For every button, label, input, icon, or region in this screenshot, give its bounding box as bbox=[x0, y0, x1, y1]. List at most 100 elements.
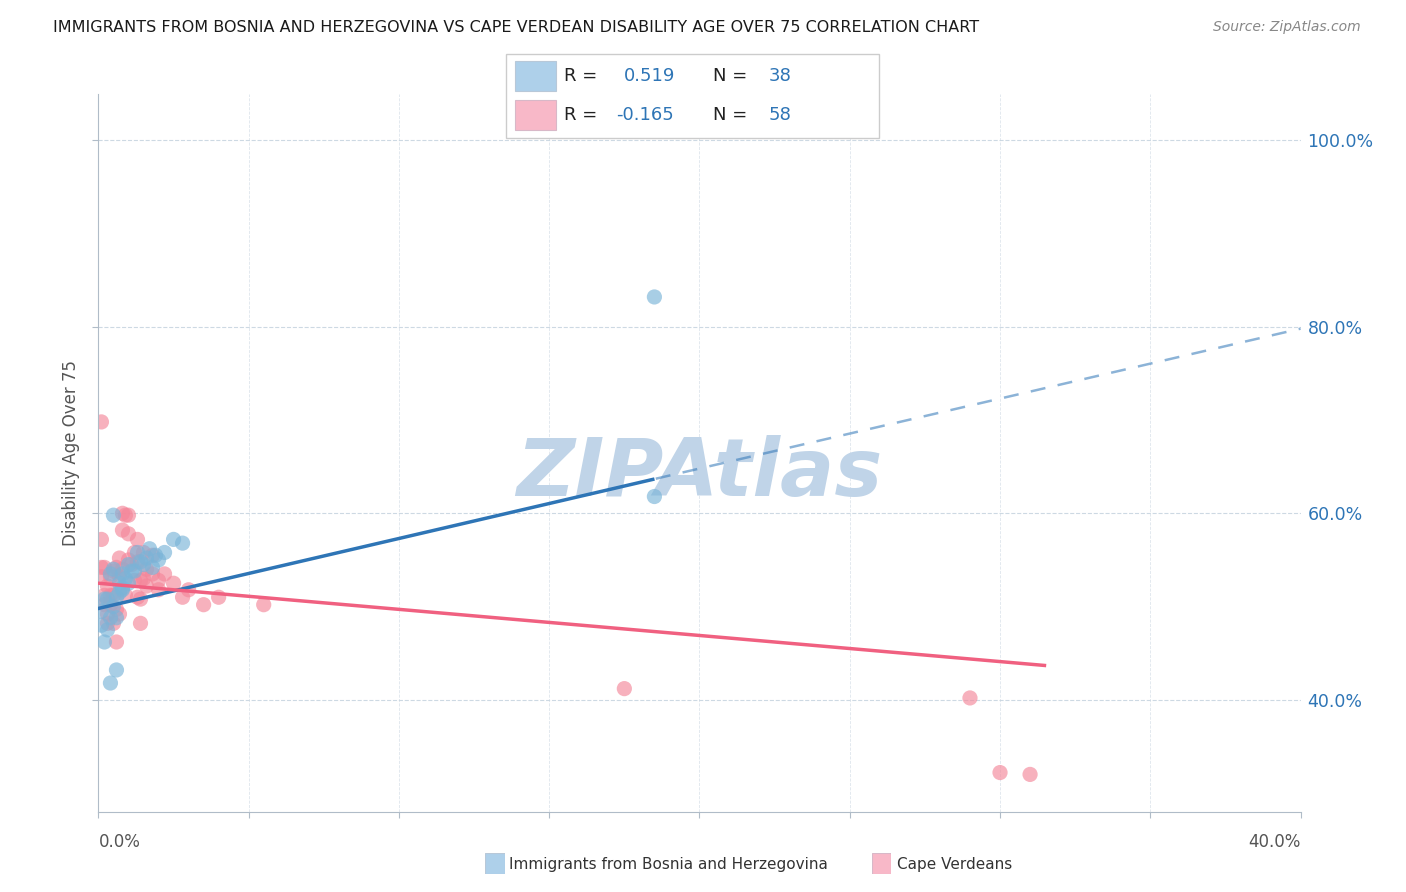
Point bbox=[121, 558, 143, 572]
Point bbox=[177, 582, 200, 597]
Point bbox=[148, 582, 170, 597]
Point bbox=[90, 618, 112, 632]
Point bbox=[148, 553, 170, 567]
Point bbox=[193, 598, 215, 612]
Point bbox=[103, 564, 125, 578]
Point bbox=[135, 579, 157, 593]
Point bbox=[153, 545, 176, 559]
Point bbox=[93, 592, 115, 607]
Point bbox=[253, 598, 276, 612]
Point bbox=[127, 545, 149, 559]
Point bbox=[114, 588, 136, 602]
Point bbox=[111, 523, 134, 537]
Point bbox=[111, 506, 134, 520]
Point bbox=[100, 588, 122, 602]
Point bbox=[96, 579, 118, 593]
Text: 0.519: 0.519 bbox=[623, 67, 675, 85]
Point bbox=[111, 566, 134, 581]
Point bbox=[90, 604, 112, 618]
Point bbox=[124, 564, 146, 578]
Point bbox=[117, 553, 139, 567]
Point bbox=[103, 588, 125, 602]
Point bbox=[129, 616, 152, 631]
Point bbox=[114, 572, 136, 586]
Text: Immigrants from Bosnia and Herzegovina: Immigrants from Bosnia and Herzegovina bbox=[509, 857, 828, 871]
Point bbox=[145, 548, 167, 563]
Point bbox=[127, 555, 149, 569]
Point bbox=[1019, 767, 1042, 781]
Point bbox=[90, 570, 112, 584]
Point bbox=[108, 585, 131, 599]
Point bbox=[105, 560, 128, 574]
Point bbox=[162, 576, 184, 591]
Text: -0.165: -0.165 bbox=[616, 106, 673, 124]
Point bbox=[103, 508, 125, 523]
Point bbox=[135, 551, 157, 566]
Point bbox=[127, 533, 149, 547]
Point bbox=[643, 290, 665, 304]
Point bbox=[141, 560, 163, 574]
Point bbox=[208, 591, 231, 605]
Point bbox=[90, 415, 112, 429]
Point bbox=[90, 560, 112, 574]
Point bbox=[643, 490, 665, 504]
Text: 58: 58 bbox=[769, 106, 792, 124]
Point bbox=[124, 545, 146, 559]
Point bbox=[132, 572, 155, 586]
Y-axis label: Disability Age Over 75: Disability Age Over 75 bbox=[62, 359, 80, 546]
Point bbox=[141, 548, 163, 563]
Point bbox=[108, 576, 131, 591]
Point bbox=[117, 526, 139, 541]
Point bbox=[100, 570, 122, 584]
Point bbox=[114, 508, 136, 523]
Point bbox=[132, 558, 155, 572]
Point bbox=[105, 591, 128, 605]
Point bbox=[121, 564, 143, 578]
Point bbox=[96, 607, 118, 621]
Point bbox=[141, 566, 163, 581]
Point bbox=[93, 635, 115, 649]
Point bbox=[111, 562, 134, 576]
Text: 40.0%: 40.0% bbox=[1249, 833, 1301, 851]
Text: N =: N = bbox=[713, 106, 754, 124]
Point bbox=[93, 598, 115, 612]
Point bbox=[108, 570, 131, 584]
Point bbox=[100, 598, 122, 612]
Point bbox=[129, 592, 152, 607]
Point bbox=[148, 574, 170, 588]
Bar bbox=[516, 100, 557, 130]
Point bbox=[111, 581, 134, 595]
Point bbox=[103, 616, 125, 631]
Point bbox=[959, 690, 981, 705]
Point bbox=[105, 663, 128, 677]
Point bbox=[100, 676, 122, 690]
Point bbox=[96, 592, 118, 607]
Point bbox=[135, 562, 157, 576]
Text: R =: R = bbox=[564, 106, 603, 124]
Text: Cape Verdeans: Cape Verdeans bbox=[897, 857, 1012, 871]
Point bbox=[96, 616, 118, 631]
Text: 0.0%: 0.0% bbox=[98, 833, 141, 851]
Point bbox=[129, 574, 152, 588]
Point bbox=[132, 545, 155, 559]
Point bbox=[100, 566, 122, 581]
Point bbox=[105, 602, 128, 616]
Point bbox=[124, 574, 146, 588]
Point bbox=[117, 508, 139, 523]
Point bbox=[127, 591, 149, 605]
Point bbox=[172, 536, 194, 550]
Point bbox=[103, 562, 125, 576]
Point bbox=[108, 607, 131, 621]
Text: N =: N = bbox=[713, 67, 754, 85]
FancyBboxPatch shape bbox=[506, 54, 879, 138]
Point bbox=[138, 541, 160, 556]
Point bbox=[129, 555, 152, 569]
Text: Source: ZipAtlas.com: Source: ZipAtlas.com bbox=[1213, 20, 1361, 34]
Point bbox=[988, 765, 1011, 780]
Text: 38: 38 bbox=[769, 67, 792, 85]
Point bbox=[162, 533, 184, 547]
Point bbox=[111, 582, 134, 597]
Point bbox=[93, 588, 115, 602]
Point bbox=[100, 611, 122, 625]
Point bbox=[117, 558, 139, 572]
